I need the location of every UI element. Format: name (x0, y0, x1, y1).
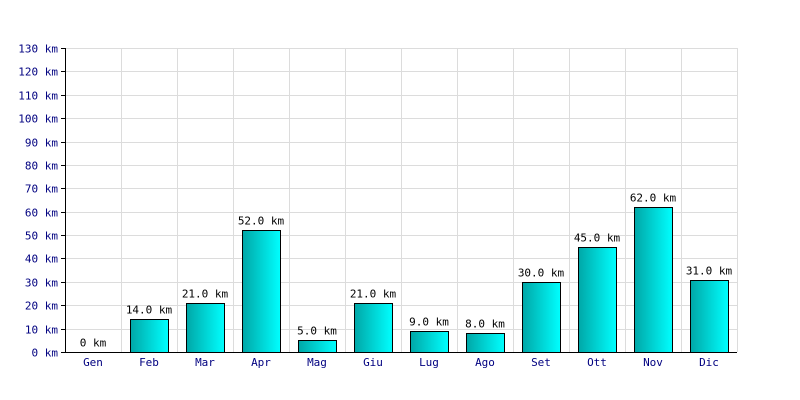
data-label-feb: 14.0 km (126, 304, 173, 317)
x-tick-label-ott: Ott (587, 356, 607, 369)
y-tick-label: 50 km (25, 230, 58, 243)
bar-nov (634, 207, 673, 353)
x-tick-label-lug: Lug (419, 356, 439, 369)
x-tick-label-giu: Giu (363, 356, 383, 369)
bar-mar (186, 303, 225, 353)
y-tick-label: 120 km (18, 66, 58, 79)
data-label-mar: 21.0 km (182, 288, 229, 301)
data-label-lug: 9.0 km (409, 316, 449, 329)
bar-ago (466, 333, 505, 353)
data-label-ott: 45.0 km (574, 232, 621, 245)
x-tick-label-gen: Gen (83, 356, 103, 369)
y-tick-label: 30 km (25, 277, 58, 290)
data-label-ago: 8.0 km (465, 318, 505, 331)
data-label-apr: 52.0 km (238, 215, 285, 228)
bar-ott (578, 247, 617, 353)
y-tick-label: 130 km (18, 43, 58, 56)
data-label-gen: 0 km (80, 337, 107, 350)
bar-set (522, 282, 561, 353)
bar-feb (130, 319, 169, 353)
bar-giu (354, 303, 393, 353)
data-label-giu: 21.0 km (350, 288, 397, 301)
y-tick-label: 80 km (25, 160, 58, 173)
y-tick-label: 110 km (18, 90, 58, 103)
grid-layer (65, 48, 738, 352)
y-tick-label: 90 km (25, 137, 58, 150)
x-tick-label-mar: Mar (195, 356, 215, 369)
bar-lug (410, 331, 449, 353)
y-tick-label: 0 km (32, 347, 59, 360)
data-label-mag: 5.0 km (297, 325, 337, 338)
data-label-nov: 62.0 km (630, 192, 677, 205)
labels-layer: 0 km 14.0 km 21.0 km 52.0 km 5.0 km 21.0 km 9.… (80, 192, 733, 350)
bar-mag (298, 340, 337, 353)
data-label-dic: 31.0 km (686, 265, 733, 278)
x-tick-label-ago: Ago (475, 356, 495, 369)
y-tick-label: 60 km (25, 207, 58, 220)
bar-apr (242, 230, 281, 353)
y-tick-label: 20 km (25, 300, 58, 313)
x-tick-label-dic: Dic (699, 356, 719, 369)
x-tick-label-apr: Apr (251, 356, 271, 369)
y-tick-label: 40 km (25, 253, 58, 266)
x-tick-label-feb: Feb (139, 356, 159, 369)
axis-layer: 0 km 10 km 20 km 30 km 40 km 50 km 60 km 70 km 8… (18, 43, 737, 369)
y-tick-label: 100 km (18, 113, 58, 126)
y-tick-label: 10 km (25, 324, 58, 337)
y-tick-label: 70 km (25, 183, 58, 196)
x-tick-label-set: Set (531, 356, 551, 369)
data-label-set: 30.0 km (518, 267, 565, 280)
bar-dic (690, 280, 729, 353)
x-tick-label-mag: Mag (307, 356, 327, 369)
x-tick-label-nov: Nov (643, 356, 663, 369)
